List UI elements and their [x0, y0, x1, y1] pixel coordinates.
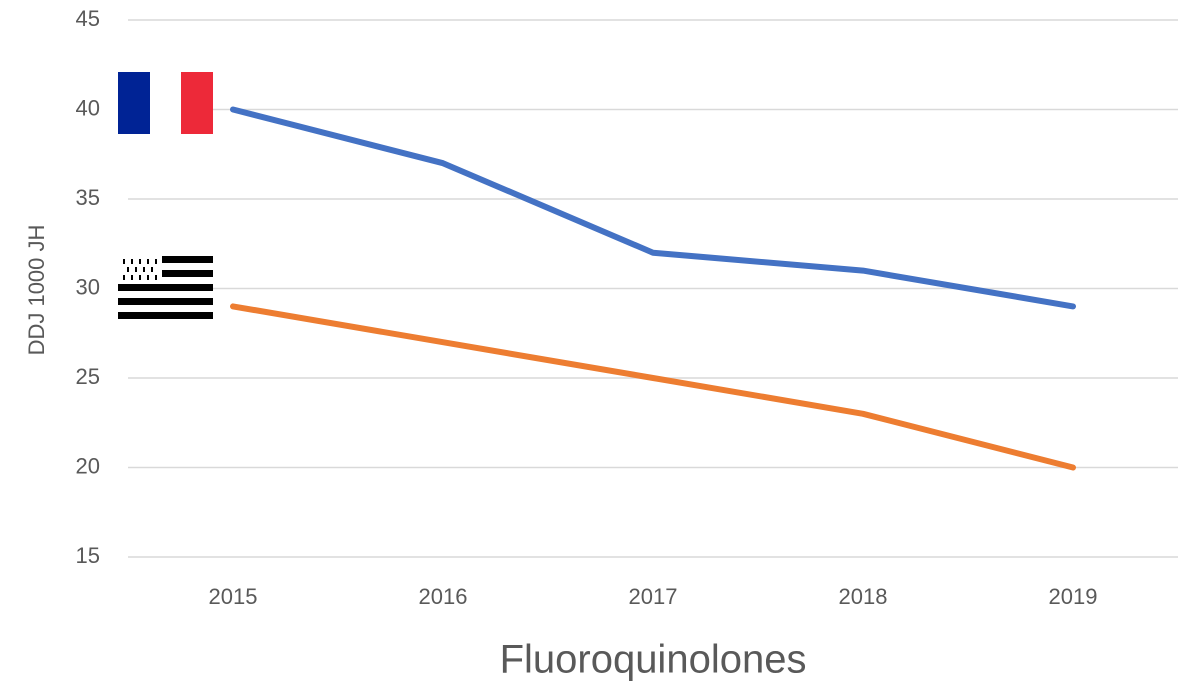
- y-tick-label: 35: [76, 185, 100, 210]
- x-tick-label: 2017: [629, 584, 678, 609]
- france-flag: [118, 72, 213, 134]
- x-tick-label: 2018: [839, 584, 888, 609]
- plot-area: 15 20 25 30 35 40 45 2015 2016 2017 2018 2019: [76, 6, 1178, 609]
- brittany-flag: [118, 256, 213, 319]
- x-tick-label: 2015: [209, 584, 258, 609]
- chart-title: Fluoroquinolones: [500, 638, 807, 682]
- series-line: [230, 303, 1076, 471]
- y-tick-label: 25: [76, 364, 100, 389]
- y-tick-label: 15: [76, 543, 100, 568]
- y-tick-label: 30: [76, 274, 100, 299]
- y-tick-label: 20: [76, 453, 100, 478]
- y-tick-label: 45: [76, 6, 100, 31]
- x-tick-label: 2019: [1049, 584, 1098, 609]
- x-tick-label: 2016: [419, 584, 468, 609]
- y-axis-label: DDJ 1000 JH: [24, 225, 49, 356]
- series-line: [230, 106, 1076, 310]
- y-tick-label: 40: [76, 95, 100, 120]
